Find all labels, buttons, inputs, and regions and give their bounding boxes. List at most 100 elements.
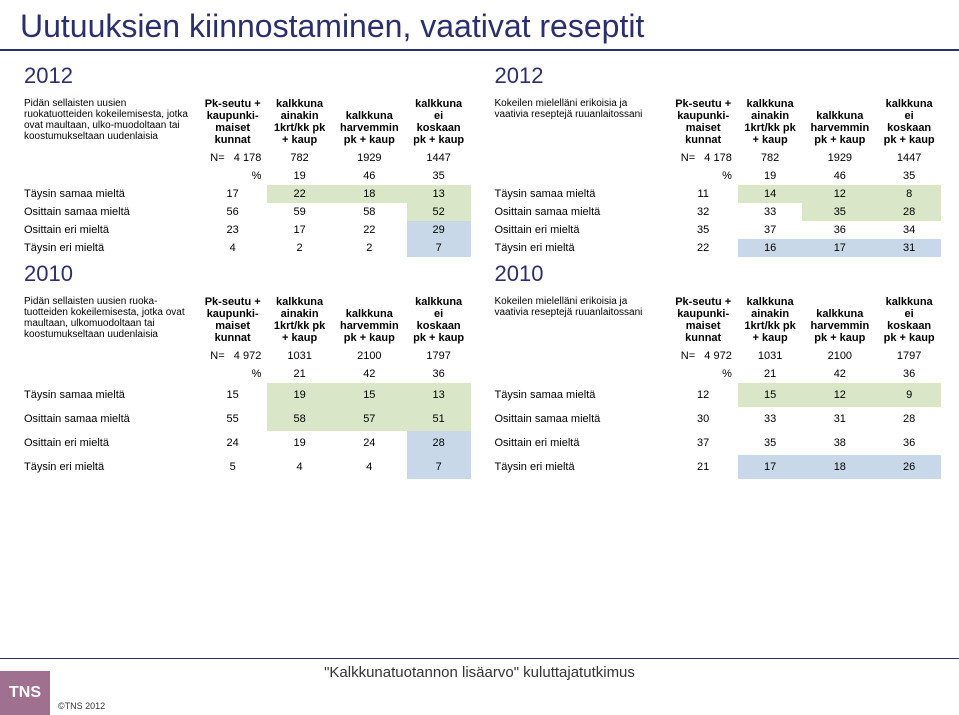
- cell: 4: [198, 239, 267, 257]
- row-label: Täysin samaa mieltä: [18, 185, 198, 203]
- cell: 18: [332, 185, 407, 203]
- cell: 5: [198, 455, 267, 479]
- table-row: Täysin eri mieltä5447: [18, 455, 471, 479]
- pct-val: 35: [407, 167, 471, 185]
- cell: 58: [332, 203, 407, 221]
- n-label: N= 4 972: [669, 347, 738, 365]
- cell: 59: [267, 203, 332, 221]
- pct-label: [489, 167, 669, 185]
- year-bl: 2010: [24, 261, 471, 287]
- cell: 29: [407, 221, 471, 239]
- cell: 14: [738, 185, 803, 203]
- cell: 8: [877, 185, 941, 203]
- cell: 31: [802, 407, 877, 431]
- cell: 2: [267, 239, 332, 257]
- row-label: Osittain samaa mieltä: [489, 203, 669, 221]
- n-label: N= 4 972: [198, 347, 267, 365]
- tns-logo: TNS: [0, 671, 50, 715]
- table-row: Täysin eri mieltä22161731: [489, 239, 942, 257]
- cell: 52: [407, 203, 471, 221]
- cell: 18: [802, 455, 877, 479]
- cell: 35: [669, 221, 738, 239]
- cell: 4: [267, 455, 332, 479]
- cell: 30: [669, 407, 738, 431]
- cell: 58: [267, 407, 332, 431]
- row-label: Osittain eri mieltä: [489, 431, 669, 455]
- table-row: Täysin samaa mieltä15191513: [18, 383, 471, 407]
- year-br: 2010: [495, 261, 942, 287]
- cell: 17: [198, 185, 267, 203]
- n-val: 1929: [802, 149, 877, 167]
- table-row: Osittain samaa mieltä56595852: [18, 203, 471, 221]
- colhead: Pk-seutu + kaupunki-maiset kunnat: [198, 95, 267, 149]
- n-val: 782: [267, 149, 332, 167]
- pct-val: 46: [802, 167, 877, 185]
- cell: 22: [332, 221, 407, 239]
- pct-val: 42: [332, 365, 407, 383]
- cell: 13: [407, 383, 471, 407]
- table-row: Osittain samaa mieltä55585751: [18, 407, 471, 431]
- cell: 16: [738, 239, 803, 257]
- cell: 7: [407, 455, 471, 479]
- cell: 13: [407, 185, 471, 203]
- n-val: 2100: [802, 347, 877, 365]
- colhead: kalkkuna ei koskaan pk + kaup: [407, 95, 471, 149]
- row-label: Täysin eri mieltä: [18, 455, 198, 479]
- n-val: 1929: [332, 149, 407, 167]
- colhead: Pk-seutu + kaupunki-maiset kunnat: [669, 95, 738, 149]
- colhead: kalkkuna ei koskaan pk + kaup: [407, 293, 471, 347]
- cell: 15: [198, 383, 267, 407]
- pct-sign: %: [198, 167, 267, 185]
- cell: 35: [802, 203, 877, 221]
- cell: 24: [198, 431, 267, 455]
- cell: 11: [669, 185, 738, 203]
- cell: 19: [267, 383, 332, 407]
- cell: 24: [332, 431, 407, 455]
- pct-label: [489, 365, 669, 383]
- cell: 33: [738, 407, 803, 431]
- colhead: kalkkuna ei koskaan pk + kaup: [877, 293, 941, 347]
- table-row: Osittain eri mieltä37353836: [489, 431, 942, 455]
- n-val: 1447: [877, 149, 941, 167]
- cell: 36: [877, 431, 941, 455]
- pct-val: 35: [877, 167, 941, 185]
- n-label: N= 4 178: [198, 149, 267, 167]
- table-row: Osittain eri mieltä23172229: [18, 221, 471, 239]
- table-row: Osittain samaa mieltä32333528: [489, 203, 942, 221]
- cell: 23: [198, 221, 267, 239]
- n-val: 1797: [407, 347, 471, 365]
- cell: 36: [802, 221, 877, 239]
- colhead: kalkkuna harvemmin pk + kaup: [802, 95, 877, 149]
- copyright: ©TNS 2012: [58, 701, 105, 711]
- data-table: Kokeilen mielelläni erikoisia ja vaativi…: [489, 293, 942, 479]
- table-row: Osittain samaa mieltä30333128: [489, 407, 942, 431]
- pct-sign: %: [669, 167, 738, 185]
- table-desc: Kokeilen mielelläni erikoisia ja vaativi…: [489, 293, 669, 365]
- cell: 12: [802, 185, 877, 203]
- cell: 7: [407, 239, 471, 257]
- row-label: Osittain eri mieltä: [18, 431, 198, 455]
- cell: 34: [877, 221, 941, 239]
- table-desc: Pidän sellaisten uusien ruoka-tuotteiden…: [18, 293, 198, 365]
- row-label: Täysin samaa mieltä: [489, 185, 669, 203]
- pct-label: [18, 365, 198, 383]
- colhead: kalkkuna ainakin 1krt/kk pk + kaup: [267, 293, 332, 347]
- data-table: Pidän sellaisten uusien ruokatuotteiden …: [18, 95, 471, 257]
- n-val: 1031: [267, 347, 332, 365]
- cell: 12: [802, 383, 877, 407]
- row-label: Täysin eri mieltä: [18, 239, 198, 257]
- cell: 51: [407, 407, 471, 431]
- cell: 9: [877, 383, 941, 407]
- pct-val: 19: [267, 167, 332, 185]
- table-desc: Pidän sellaisten uusien ruokatuotteiden …: [18, 95, 198, 167]
- cell: 56: [198, 203, 267, 221]
- row-label: Täysin eri mieltä: [489, 455, 669, 479]
- cell: 32: [669, 203, 738, 221]
- table-row: Täysin samaa mieltä1215129: [489, 383, 942, 407]
- cell: 55: [198, 407, 267, 431]
- row-label: Osittain eri mieltä: [18, 221, 198, 239]
- colhead: Pk-seutu + kaupunki-maiset kunnat: [198, 293, 267, 347]
- cell: 33: [738, 203, 803, 221]
- colhead: kalkkuna ainakin 1krt/kk pk + kaup: [267, 95, 332, 149]
- cell: 38: [802, 431, 877, 455]
